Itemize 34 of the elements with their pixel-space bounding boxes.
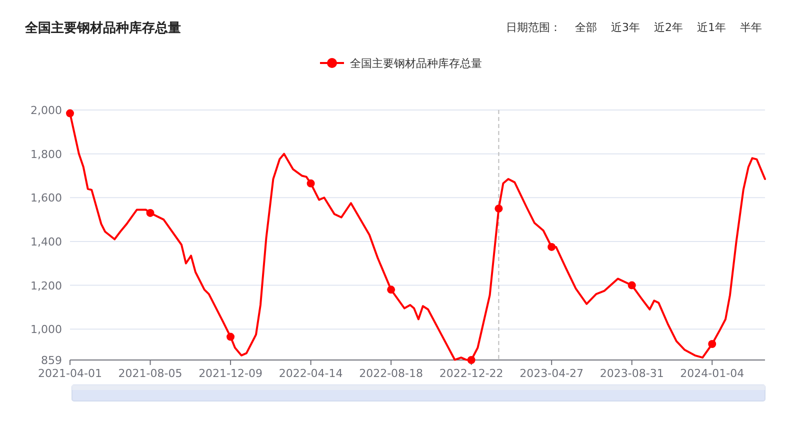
text: 近1年	[697, 21, 726, 34]
point	[494, 204, 503, 213]
text: 近3年	[611, 21, 640, 34]
x-tick-label: 2024-01-04	[680, 367, 744, 380]
chart-title: 全国主要钢材品种库存总量	[24, 20, 181, 36]
y-tick-label: 2,000	[30, 104, 62, 117]
x-tick-label: 2021-12-09	[198, 367, 262, 380]
point	[548, 242, 556, 251]
text: 半年	[740, 21, 762, 34]
x-tick-label: 2022-12-22	[439, 367, 504, 380]
x-tick-label: 2021-04-01	[38, 367, 102, 380]
y-tick-label: 1,800	[30, 148, 62, 161]
y-tick-label: 1,200	[30, 279, 62, 292]
point	[708, 340, 716, 348]
text: 全部	[575, 21, 597, 34]
x-tick-label: 2022-08-18	[359, 367, 424, 380]
point	[628, 281, 636, 290]
point	[226, 332, 235, 341]
legend-label: 全国主要钢材品种库存总量	[350, 57, 482, 70]
point	[146, 208, 154, 217]
x-tick-label: 2022-04-14	[278, 367, 343, 380]
y-tick-label: 1,000	[30, 323, 62, 336]
x-tick-label: 2023-08-31	[600, 367, 664, 380]
y-tick-label: 1,600	[30, 192, 62, 205]
x-tick-label: 2023-04-27	[520, 367, 584, 380]
x-tick-label: 2021-08-05	[118, 367, 182, 380]
point	[306, 179, 315, 188]
y-tick-label: 1,400	[30, 235, 62, 248]
text: 日期范围：	[506, 21, 561, 34]
point	[66, 109, 74, 118]
point	[467, 356, 476, 364]
point	[387, 286, 396, 294]
text: 近2年	[654, 21, 683, 34]
y-tick-label: 859	[41, 354, 62, 367]
